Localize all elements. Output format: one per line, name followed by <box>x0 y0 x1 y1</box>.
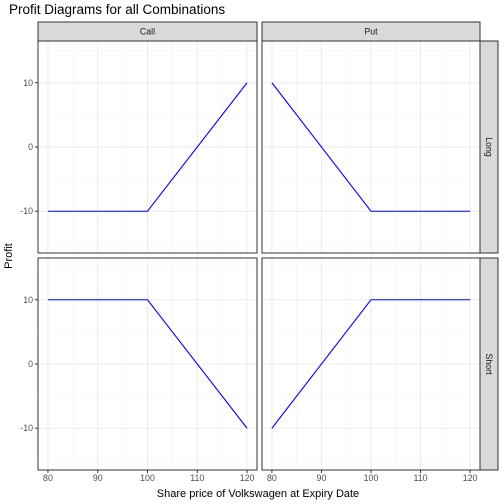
x-tick-label: 100 <box>364 473 379 483</box>
row-strip-label: Long <box>484 137 494 157</box>
profit-line-call-short <box>47 299 248 429</box>
y-tick-label: 0 <box>28 142 33 152</box>
x-tick-label: 110 <box>414 473 428 483</box>
x-tick-label: 80 <box>267 473 277 483</box>
profit-line-put-short <box>271 299 471 429</box>
x-tick-label: 120 <box>463 473 478 483</box>
profit-line-call-long <box>47 82 248 212</box>
y-tick-label: 0 <box>28 359 33 369</box>
y-tick-label: -10 <box>20 206 33 216</box>
y-tick-label: 10 <box>23 78 33 88</box>
x-tick-label: 100 <box>140 473 155 483</box>
y-axis-title: Profit <box>3 243 15 269</box>
x-tick-label: 110 <box>190 473 204 483</box>
x-tick-label: 120 <box>240 473 255 483</box>
row-strip-label: Short <box>484 353 494 375</box>
x-axis-title: Share price of Volkswagen at Expiry Date <box>157 488 359 500</box>
chart-title: Profit Diagrams for all Combinations <box>9 2 225 17</box>
profit-line-put-long <box>271 82 471 212</box>
x-tick-label: 90 <box>93 473 103 483</box>
x-tick-label: 90 <box>317 473 327 483</box>
column-strip-label: Put <box>364 27 378 37</box>
panel-border <box>261 40 481 254</box>
y-tick-label: 10 <box>23 295 33 305</box>
facet-panels: Call Put Long Short -10 0 10 -10 0 10 80 90 100 110 12… <box>20 21 499 483</box>
x-tick-label: 80 <box>43 473 53 483</box>
y-tick-label: -10 <box>20 423 33 433</box>
column-strip-label: Call <box>140 27 155 37</box>
